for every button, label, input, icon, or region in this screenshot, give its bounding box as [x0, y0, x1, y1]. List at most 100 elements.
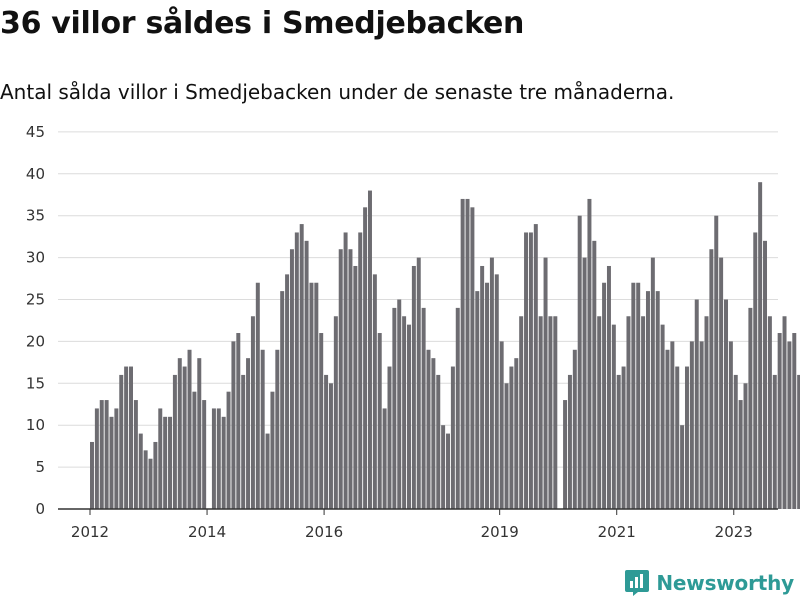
bar: [689, 341, 694, 509]
bar: [216, 408, 221, 509]
bar: [592, 240, 597, 509]
bar: [124, 366, 129, 509]
bar: [265, 433, 270, 509]
y-tick-label: 35: [26, 207, 45, 225]
y-tick-label: 10: [26, 416, 45, 434]
bar: [709, 249, 714, 509]
bar: [733, 374, 738, 509]
bar: [197, 358, 202, 509]
bar: [626, 316, 631, 509]
y-tick-label: 30: [26, 249, 45, 267]
bar: [758, 182, 763, 509]
bar: [611, 324, 616, 509]
brand-name: Newsworthy: [656, 571, 794, 595]
bar: [426, 349, 431, 509]
bar: [182, 366, 187, 509]
bar: [241, 374, 246, 509]
bar: [416, 257, 421, 509]
bar: [455, 307, 460, 509]
y-tick-label: 15: [26, 374, 45, 392]
bar: [670, 341, 675, 509]
bar: [519, 316, 524, 509]
bar: [319, 333, 324, 509]
bar: [533, 224, 538, 509]
bar: [397, 299, 402, 509]
bar: [748, 307, 753, 509]
bar: [314, 282, 319, 509]
bar: [509, 366, 514, 509]
bar: [728, 341, 733, 509]
bar: [114, 408, 119, 509]
bar: [163, 416, 168, 509]
bar: [387, 366, 392, 509]
bar: [285, 274, 290, 509]
bar: [372, 274, 377, 509]
page-title: 36 villor såldes i Smedjebacken: [0, 6, 525, 41]
bar: [485, 282, 490, 509]
bar: [704, 316, 709, 509]
bar: [743, 383, 748, 509]
bar: [567, 374, 572, 509]
bar: [377, 333, 382, 509]
bar: [616, 374, 621, 509]
bar: [792, 333, 797, 509]
bar: [275, 349, 280, 509]
bar: [431, 358, 436, 509]
bar: [177, 358, 182, 509]
y-tick-label: 40: [26, 165, 45, 183]
bar: [631, 282, 636, 509]
bar: [250, 316, 255, 509]
bar: [460, 198, 465, 509]
bar: [446, 433, 450, 509]
bar: [363, 207, 368, 509]
bar: [187, 349, 192, 509]
bar: [148, 458, 153, 509]
bar: [524, 232, 529, 509]
bar: [680, 425, 685, 509]
bar: [324, 374, 329, 509]
bar: [138, 433, 143, 509]
bar: [777, 333, 782, 509]
bar: [104, 400, 109, 509]
bar: [738, 400, 743, 509]
bar: [660, 324, 665, 509]
bar: [675, 366, 680, 509]
bar: [382, 408, 387, 509]
page-subtitle: Antal sålda villor i Smedjebacken under …: [0, 80, 675, 104]
bar: [699, 341, 704, 509]
bar: [621, 366, 626, 509]
bar: [797, 374, 800, 509]
bar: [348, 249, 353, 509]
bar: [119, 374, 124, 509]
bar: [231, 341, 236, 509]
bar: [665, 349, 670, 509]
bar: [772, 374, 777, 509]
bar: [90, 441, 94, 509]
bar: [563, 400, 568, 509]
bar: [489, 257, 494, 509]
y-tick-label: 20: [26, 332, 45, 350]
bar: [392, 307, 397, 509]
bar: [211, 408, 216, 509]
bar: [767, 316, 772, 509]
x-tick-label: 2016: [305, 523, 343, 541]
x-tick-label: 2019: [481, 523, 519, 541]
bar: [246, 358, 251, 509]
bar: [465, 198, 470, 509]
bar: [475, 291, 480, 509]
bar: [192, 391, 197, 509]
bar: [236, 333, 241, 509]
bar: [411, 265, 416, 509]
bar: [436, 374, 441, 509]
bar: [328, 383, 333, 509]
bar: [353, 265, 358, 509]
x-tick-label: 2012: [71, 523, 109, 541]
bar: [543, 257, 548, 509]
bar: [714, 215, 719, 509]
bar: [226, 391, 231, 509]
bar: [504, 383, 509, 509]
bar: [270, 391, 275, 509]
bar: [641, 316, 646, 509]
bar: [309, 282, 314, 509]
bar: [582, 257, 587, 509]
